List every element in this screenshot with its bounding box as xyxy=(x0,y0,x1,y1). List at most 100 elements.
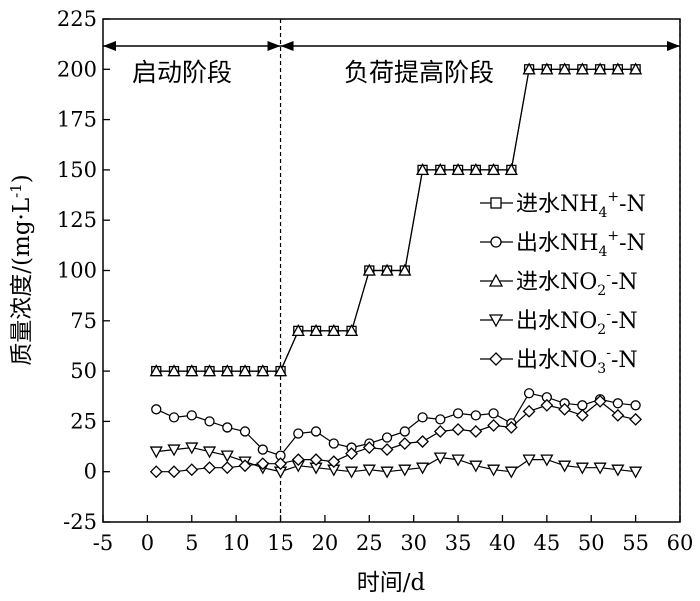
data-point xyxy=(167,364,181,377)
data-point xyxy=(149,446,163,459)
data-point xyxy=(274,457,287,471)
legend-item: 出水NO2--N xyxy=(480,306,638,338)
data-point xyxy=(344,324,359,337)
data-point xyxy=(186,410,197,421)
data-point xyxy=(433,425,447,438)
data-point xyxy=(293,428,304,439)
series-line xyxy=(156,400,636,473)
legend-label: 出水NO2--N xyxy=(516,306,638,338)
data-point xyxy=(486,163,501,176)
series-5 xyxy=(149,394,643,479)
data-point xyxy=(220,364,234,377)
series-line xyxy=(156,446,636,473)
phase-arrowhead-right xyxy=(267,41,281,51)
y-tick-label: 100 xyxy=(57,259,97,283)
data-point xyxy=(504,163,518,176)
data-point xyxy=(362,441,376,454)
data-point xyxy=(504,466,518,479)
data-point xyxy=(238,459,252,473)
data-point xyxy=(611,408,625,422)
x-tick-label: 20 xyxy=(312,531,339,555)
data-point xyxy=(220,461,234,475)
data-point xyxy=(629,62,643,75)
legend-item: 进水NH4+-N xyxy=(480,189,646,221)
phase-arrowhead-left xyxy=(103,41,116,51)
data-point xyxy=(204,416,215,427)
data-point xyxy=(416,435,429,448)
data-point xyxy=(291,324,305,337)
x-tick-label: 25 xyxy=(356,531,383,555)
data-point xyxy=(575,62,589,75)
data-point xyxy=(522,62,536,75)
data-point xyxy=(238,364,252,377)
data-point xyxy=(490,197,502,209)
x-tick-label: 45 xyxy=(533,531,560,555)
legend-label: 出水NO3--N xyxy=(516,345,638,377)
data-point xyxy=(310,426,322,437)
x-tick-label: 50 xyxy=(578,531,605,555)
data-point xyxy=(202,364,217,377)
series-line xyxy=(156,68,636,372)
x-tick-label: 60 xyxy=(667,531,694,555)
data-point xyxy=(451,423,465,436)
data-point xyxy=(398,464,412,477)
y-tick-label: 75 xyxy=(70,309,97,333)
y-axis-label: 质量浓度/(mg·L-1) xyxy=(7,174,35,365)
data-point xyxy=(185,364,199,377)
data-point xyxy=(327,324,341,337)
x-tick-label: 10 xyxy=(223,531,250,555)
data-point xyxy=(489,352,503,366)
data-point xyxy=(222,422,233,433)
data-point xyxy=(452,408,464,419)
legend-item: 出水NO3--N xyxy=(480,345,638,377)
y-axis-label-main: 质量浓度/(mg·L xyxy=(9,198,35,366)
data-point xyxy=(522,454,536,467)
series-3 xyxy=(149,62,643,377)
data-point xyxy=(185,442,199,455)
data-point xyxy=(469,460,483,473)
data-point xyxy=(417,412,428,423)
data-point xyxy=(490,236,502,248)
data-point xyxy=(309,324,323,337)
data-point xyxy=(415,163,430,176)
data-point xyxy=(362,263,376,276)
x-tick-label: -5 xyxy=(93,531,113,555)
x-tick-label: 5 xyxy=(185,531,198,555)
phase-arrowhead-right xyxy=(667,41,680,51)
data-point xyxy=(362,464,376,477)
data-point xyxy=(309,453,323,467)
data-point xyxy=(577,400,588,411)
data-point xyxy=(327,455,341,469)
data-point xyxy=(611,62,625,75)
data-point xyxy=(344,466,359,479)
series-4 xyxy=(149,442,643,479)
y-axis: -25 0 25 50 75 100 125 150 175 200 225 xyxy=(57,7,110,534)
data-point xyxy=(593,462,607,475)
data-point xyxy=(345,447,358,461)
data-point xyxy=(540,454,554,467)
data-point xyxy=(435,414,446,425)
data-point xyxy=(167,444,181,457)
y-tick-label: 175 xyxy=(57,108,97,132)
data-point xyxy=(504,421,518,434)
data-point xyxy=(488,314,504,328)
phase-label: 负荷提高阶段 xyxy=(344,58,494,87)
data-point xyxy=(523,388,535,399)
data-point xyxy=(273,364,288,377)
x-tick-label: 15 xyxy=(267,531,294,555)
data-point xyxy=(398,263,412,276)
data-point xyxy=(487,419,501,432)
data-point xyxy=(629,466,643,479)
data-point xyxy=(256,364,270,377)
phase-annotations: 启动阶段 负荷提高阶段 xyxy=(103,19,681,522)
legend-item: 出水NH4+-N xyxy=(480,228,646,260)
data-point xyxy=(380,466,394,479)
x-axis-label: 时间/d xyxy=(357,570,426,596)
phase-label: 启动阶段 xyxy=(132,58,232,87)
data-point xyxy=(415,462,430,475)
x-axis: -5 0 5 10 15 20 25 30 35 40 45 50 55 60 xyxy=(93,515,694,555)
data-point xyxy=(629,412,643,426)
data-point xyxy=(469,163,483,176)
y-tick-label: 125 xyxy=(57,208,97,232)
y-tick-label: 0 xyxy=(84,460,97,484)
